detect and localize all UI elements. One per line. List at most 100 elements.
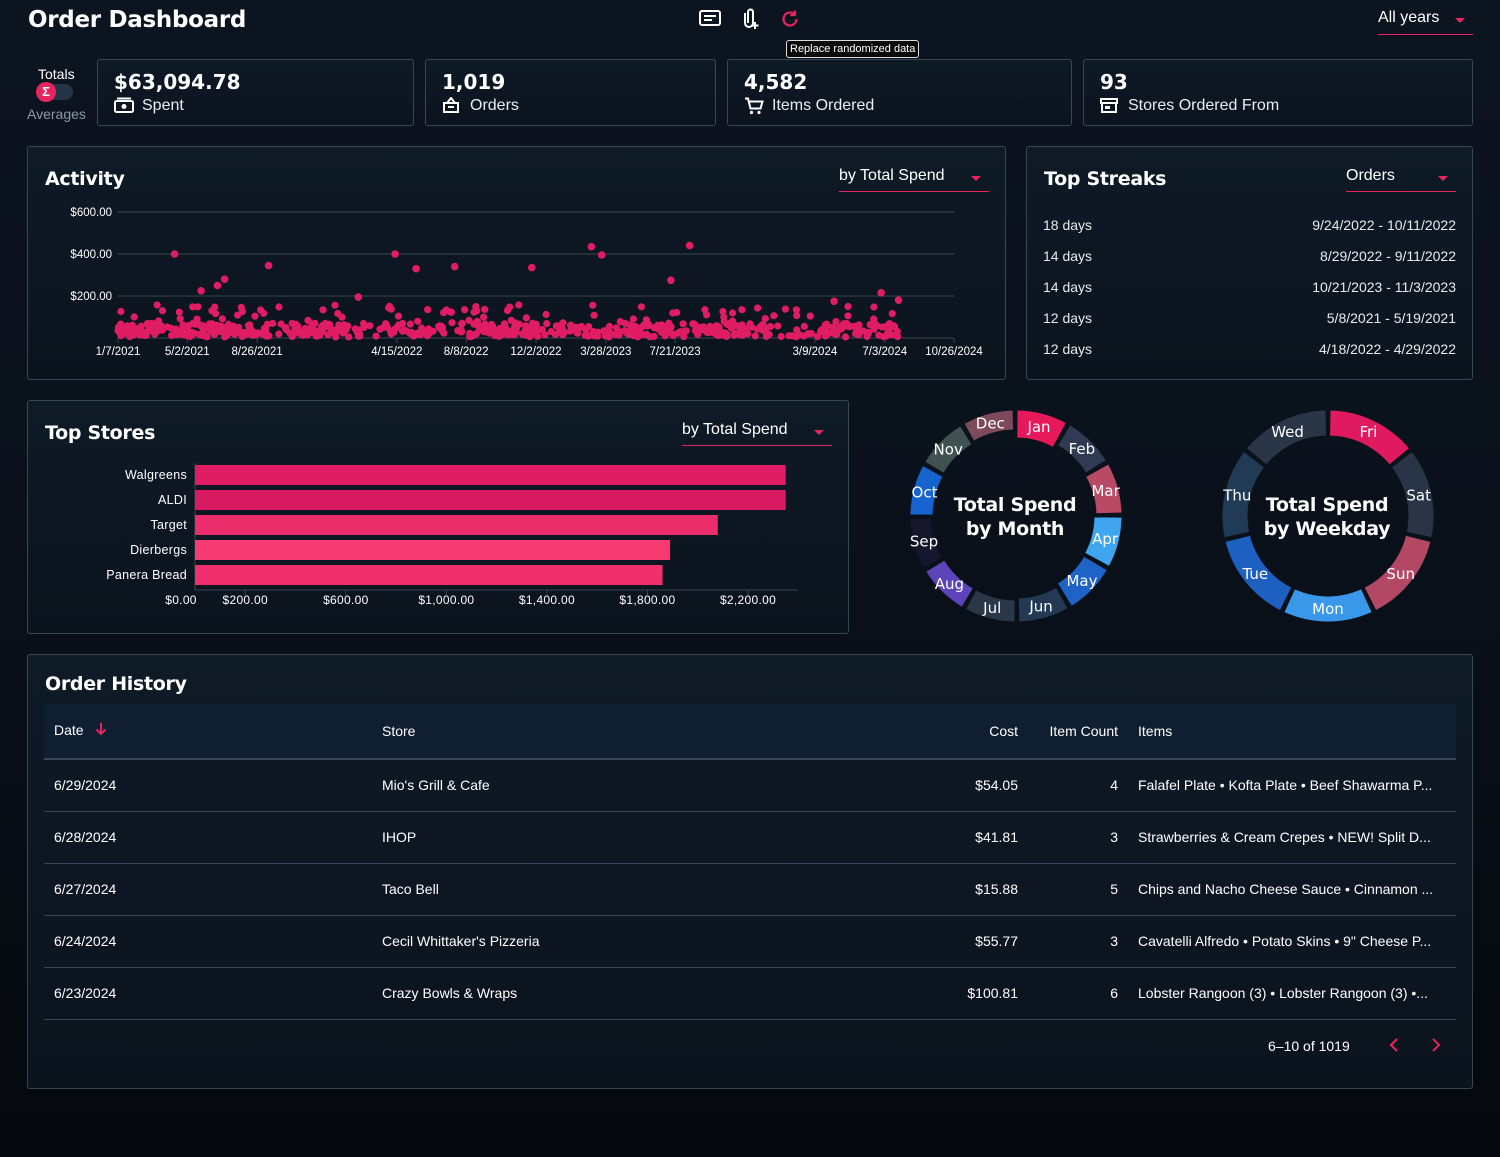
- donut-segment[interactable]: [1283, 588, 1373, 623]
- data-point: [893, 327, 901, 335]
- data-point: [399, 319, 407, 328]
- data-point: [587, 242, 596, 251]
- data-point: [664, 328, 672, 336]
- data-point: [511, 323, 519, 331]
- donut-segment[interactable]: [925, 559, 974, 608]
- data-point: [249, 331, 257, 339]
- data-point: [667, 276, 675, 285]
- cell-cost: $55.77: [842, 915, 1028, 968]
- kpi-card-items: 4,582 Items Ordered: [727, 59, 1072, 126]
- data-point: [761, 315, 769, 323]
- column-header-store[interactable]: Store: [372, 703, 842, 760]
- donut-segment-label: May: [1066, 572, 1097, 590]
- arrow-down-icon[interactable]: [95, 722, 107, 739]
- donut-segment[interactable]: [909, 517, 943, 569]
- data-point: [871, 319, 879, 327]
- streak-range: 5/8/2021 - 5/19/2021: [1326, 310, 1456, 326]
- data-point: [282, 326, 290, 334]
- donut-segment[interactable]: [1085, 463, 1123, 515]
- donut-segment[interactable]: [1363, 534, 1432, 612]
- data-point: [481, 305, 489, 313]
- donut-segment[interactable]: [1083, 516, 1123, 568]
- column-header-items[interactable]: Items: [1128, 703, 1456, 760]
- totals-toggle[interactable]: Totals Σ Averages: [26, 64, 88, 122]
- top-streaks-card: Top Streaks Orders 18 days 9/24/2022 - 1…: [1026, 146, 1473, 380]
- data-point: [264, 261, 273, 270]
- month-donut-title-line2: by Month: [965, 518, 1065, 540]
- column-header-cost[interactable]: Cost: [842, 703, 1028, 760]
- display-settings-icon[interactable]: [698, 9, 722, 34]
- table-row[interactable]: 6/23/2024 Crazy Bowls & Wraps $100.81 6 …: [44, 967, 1456, 1020]
- order-history-card: Order History Date Store Cost Item Count…: [27, 654, 1473, 1089]
- top-stores-title: Top Stores: [45, 422, 156, 444]
- data-point: [468, 331, 476, 339]
- data-point: [838, 324, 846, 333]
- month-donut-title-line1: Total Spend: [953, 494, 1077, 516]
- chevron-down-icon: [1455, 18, 1465, 23]
- donut-segment[interactable]: [964, 589, 1016, 623]
- data-point: [880, 333, 888, 341]
- column-header-item-count[interactable]: Item Count: [1028, 703, 1128, 760]
- data-point: [615, 331, 623, 339]
- cell-items: Lobster Rangoon (3) • Lobster Rangoon (3…: [1128, 967, 1456, 1020]
- donut-segment[interactable]: [1221, 450, 1266, 539]
- column-header-date[interactable]: Date: [44, 703, 372, 760]
- donut-segment[interactable]: [1390, 450, 1435, 539]
- data-point: [487, 320, 496, 329]
- activity-metric-select[interactable]: by Total Spend: [839, 167, 989, 192]
- cell-store: Taco Bell: [372, 863, 842, 916]
- cell-items: Cavatelli Alfredo • Potato Skins • 9" Ch…: [1128, 915, 1456, 968]
- attach-icon[interactable]: [740, 8, 760, 35]
- data-point: [212, 310, 220, 318]
- table-row[interactable]: 6/29/2024 Mio's Grill & Cafe $54.05 4 Fa…: [44, 759, 1456, 812]
- donut-segment[interactable]: [1017, 586, 1069, 623]
- data-point: [480, 313, 488, 321]
- donut-segment[interactable]: [909, 464, 944, 516]
- kpi-label: Items Ordered: [772, 97, 875, 114]
- data-point: [185, 321, 193, 330]
- donut-segment[interactable]: [963, 409, 1015, 442]
- donut-segment-label: Thu: [1222, 486, 1251, 504]
- data-point: [504, 326, 512, 334]
- donut-segment[interactable]: [1057, 424, 1107, 474]
- donut-segment[interactable]: [924, 425, 973, 474]
- stores-metric-select[interactable]: by Total Spend: [682, 421, 832, 446]
- donut-segment[interactable]: [1329, 409, 1411, 466]
- x-tick-label: $200.00: [223, 593, 269, 607]
- data-point: [877, 289, 885, 297]
- donut-segment[interactable]: [1224, 534, 1293, 612]
- data-point: [547, 328, 555, 336]
- bar-category-label: Dierbergs: [130, 543, 187, 557]
- data-point: [203, 333, 211, 341]
- table-row[interactable]: 6/28/2024 IHOP $41.81 3 Strawberries & C…: [44, 811, 1456, 864]
- x-tick-label: 10/26/2024: [925, 346, 983, 358]
- table-row[interactable]: 6/27/2024 Taco Bell $15.88 5 Chips and N…: [44, 863, 1456, 916]
- x-tick-label: $2,200.00: [720, 593, 776, 607]
- cart-icon: [744, 97, 764, 115]
- donut-segment[interactable]: [1016, 409, 1068, 449]
- donut-segment-label: Wed: [1271, 423, 1304, 441]
- refresh-icon[interactable]: [779, 8, 801, 35]
- data-point: [832, 318, 840, 326]
- table-row[interactable]: 6/24/2024 Cecil Whittaker's Pizzeria $55…: [44, 915, 1456, 968]
- data-point: [630, 331, 638, 340]
- data-point: [770, 312, 778, 320]
- data-point: [153, 301, 161, 309]
- data-point: [211, 303, 219, 311]
- streak-days: 14 days: [1043, 248, 1093, 264]
- donut-segment[interactable]: [1056, 555, 1108, 607]
- data-point: [515, 301, 523, 309]
- data-point: [679, 320, 687, 328]
- top-stores-bar-chart: Walgreens ALDI Target Dierbergs Panera Bread…: [106, 463, 798, 607]
- data-point: [406, 320, 414, 328]
- chevron-left-icon[interactable]: [1388, 1037, 1402, 1058]
- streaks-metric-select[interactable]: Orders: [1346, 167, 1456, 192]
- data-point: [440, 329, 448, 337]
- data-point: [306, 329, 314, 337]
- data-point: [385, 302, 394, 310]
- chevron-right-icon[interactable]: [1428, 1037, 1442, 1058]
- year-select[interactable]: All years: [1378, 9, 1473, 35]
- cell-item-count: 4: [1028, 759, 1128, 812]
- donut-segment[interactable]: [1245, 409, 1327, 466]
- data-point: [275, 303, 283, 311]
